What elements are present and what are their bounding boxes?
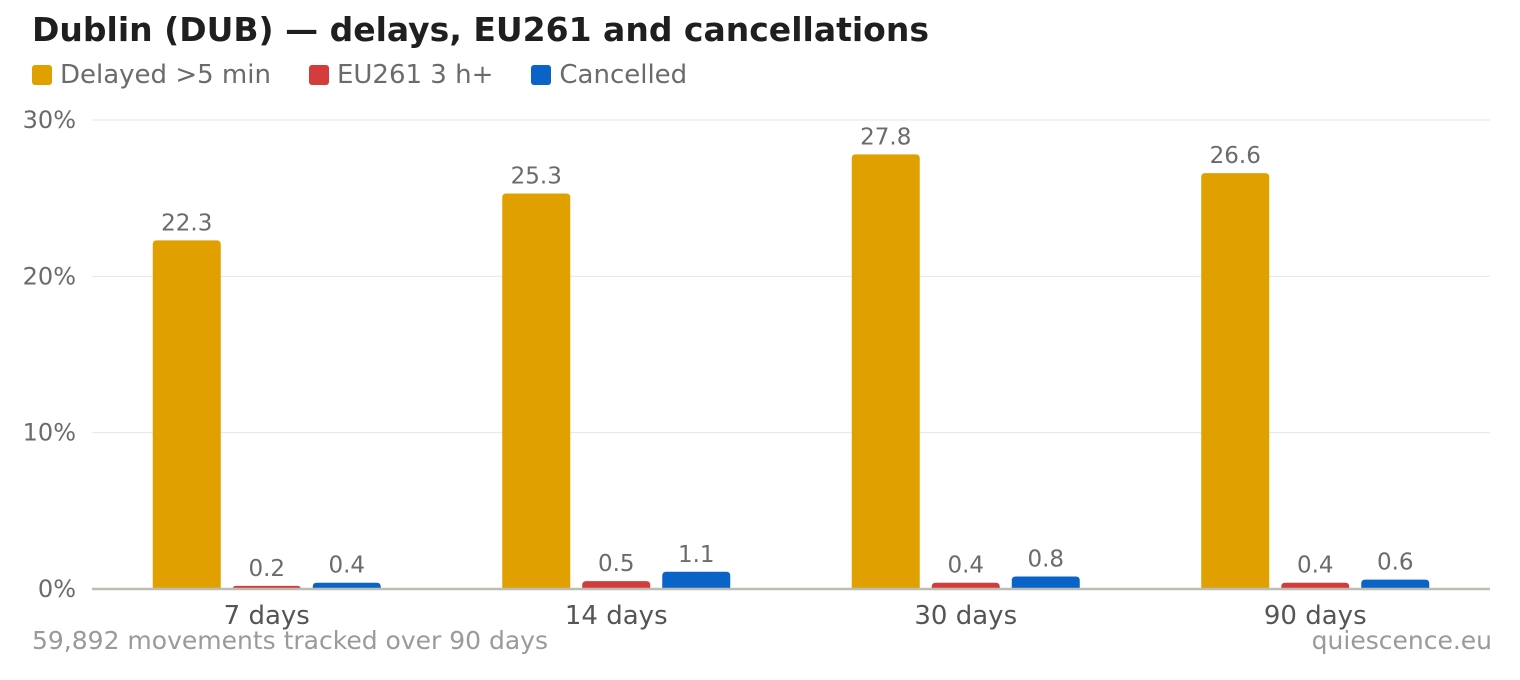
bar-cancelled <box>312 582 381 589</box>
legend-label-eu261: EU261 3 h+ <box>336 60 494 90</box>
x-tick-label: 14 days <box>565 601 668 631</box>
bar-delayed <box>1201 173 1270 590</box>
legend-item-eu261: EU261 3 h+ <box>308 60 494 90</box>
legend: Delayed >5 min EU261 3 h+ Cancelled <box>32 60 725 90</box>
bar-cancelled <box>1011 576 1080 589</box>
data-label: 0.4 <box>328 553 365 579</box>
data-label: 0.6 <box>1377 550 1414 576</box>
data-label: 25.3 <box>511 163 562 189</box>
bar-eu261 <box>1281 582 1350 589</box>
bar-cancelled <box>1361 579 1430 589</box>
bar-eu261 <box>931 582 1000 589</box>
chart-title: Dublin (DUB) — delays, EU261 and cancell… <box>32 10 929 49</box>
y-tick-label: 20% <box>23 262 76 290</box>
legend-swatch-eu261 <box>308 65 329 85</box>
legend-item-delayed: Delayed >5 min <box>32 60 271 90</box>
data-label: 22.3 <box>161 210 212 236</box>
data-label: 0.5 <box>598 551 635 577</box>
y-tick-label: 30% <box>23 106 76 134</box>
legend-item-cancelled: Cancelled <box>531 60 687 90</box>
x-tick-label: 7 days <box>224 601 310 631</box>
data-label: 0.4 <box>947 553 984 579</box>
legend-label-delayed: Delayed >5 min <box>60 60 271 90</box>
data-label: 0.4 <box>1297 553 1334 579</box>
data-label: 1.1 <box>678 542 715 568</box>
bar-delayed <box>502 193 571 589</box>
footer-source: quiescence.eu <box>1311 626 1492 655</box>
y-tick-label: 0% <box>38 575 76 603</box>
x-tick-label: 30 days <box>914 601 1017 631</box>
footer-note: 59,892 movements tracked over 90 days <box>32 626 548 655</box>
legend-swatch-delayed <box>32 65 52 85</box>
data-label: 27.8 <box>860 124 911 150</box>
data-label: 0.2 <box>248 556 285 582</box>
bar-eu261 <box>582 581 651 589</box>
data-label: 26.6 <box>1210 143 1261 169</box>
data-label: 0.8 <box>1027 546 1064 572</box>
bar-cancelled <box>662 571 731 589</box>
y-tick-label: 10% <box>23 419 76 447</box>
legend-swatch-cancelled <box>531 65 552 85</box>
legend-label-cancelled: Cancelled <box>559 60 688 90</box>
bar-delayed <box>152 240 221 590</box>
bar-delayed <box>851 154 920 590</box>
x-tick-label: 90 days <box>1264 601 1367 631</box>
